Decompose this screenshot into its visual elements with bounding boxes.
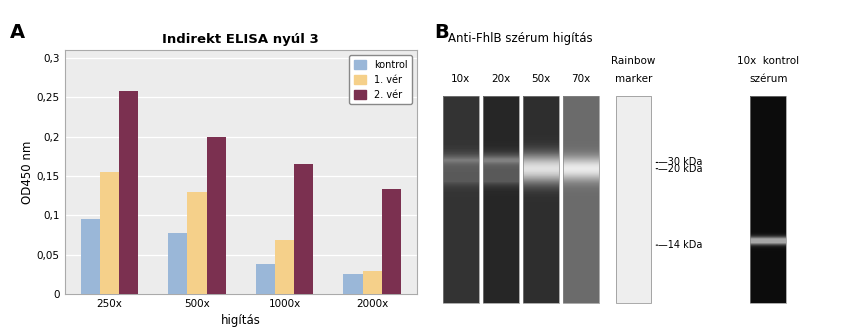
Text: 10x: 10x — [451, 74, 470, 84]
Text: —14 kDa: —14 kDa — [658, 240, 702, 250]
Bar — [255, 264, 275, 294]
Bar — [81, 219, 100, 294]
Text: 20x: 20x — [491, 74, 510, 84]
Text: 50x: 50x — [531, 74, 550, 84]
Bar — [382, 188, 401, 294]
Text: A: A — [10, 23, 26, 42]
Bar — [523, 96, 559, 303]
Text: marker: marker — [615, 74, 652, 84]
X-axis label: higítás: higítás — [221, 314, 261, 327]
Y-axis label: OD450 nm: OD450 nm — [21, 140, 34, 204]
Text: Rainbow: Rainbow — [611, 56, 655, 66]
Bar — [275, 240, 294, 294]
Bar — [100, 172, 119, 294]
Bar — [443, 96, 478, 303]
Legend: kontrol, 1. vér, 2. vér: kontrol, 1. vér, 2. vér — [349, 55, 412, 105]
Bar — [562, 96, 599, 303]
Title: Indirekt ELISA nyúl 3: Indirekt ELISA nyúl 3 — [163, 33, 319, 46]
Bar — [482, 96, 519, 303]
Bar — [294, 164, 314, 294]
Text: —30 kDa: —30 kDa — [658, 157, 702, 167]
Bar — [168, 232, 187, 294]
Bar — [343, 274, 363, 294]
Bar — [750, 96, 786, 303]
Text: 70x: 70x — [571, 74, 590, 84]
Text: B: B — [434, 23, 449, 42]
Text: —20 kDa: —20 kDa — [658, 164, 702, 174]
Text: Anti-FhlB szérum higítás: Anti-FhlB szérum higítás — [448, 32, 593, 45]
Text: szérum: szérum — [749, 74, 788, 84]
Bar — [363, 271, 382, 294]
Bar — [119, 91, 138, 294]
Bar — [187, 192, 206, 294]
Bar — [616, 96, 651, 303]
Text: 10x  kontrol: 10x kontrol — [737, 56, 799, 66]
Bar — [206, 137, 226, 294]
